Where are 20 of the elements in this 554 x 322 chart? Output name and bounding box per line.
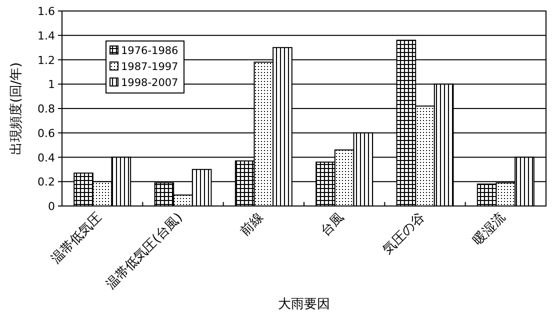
legend-label: 1976-1986 (121, 45, 179, 57)
y-tick-label: 1.6 (38, 5, 55, 18)
y-tick-label: 0.6 (38, 126, 55, 140)
y-tick-label: 1.2 (38, 54, 55, 67)
y-tick-label: 1.4 (38, 29, 55, 42)
x-tick-label: 気圧の谷 (380, 210, 428, 258)
y-tick-label: 0 (48, 200, 55, 213)
y-tick-label: 0.4 (38, 151, 55, 164)
x-tick-label: 前線 (238, 210, 266, 240)
x-tick-label: 暖湿流 (470, 210, 508, 248)
x-tick-label: 台風 (318, 210, 348, 240)
x-axis-title: 大雨要因 (278, 297, 330, 312)
y-tick-label: 0.2 (38, 176, 55, 189)
y-tick-label: 0.8 (38, 102, 55, 116)
legend-label: 1998-2007 (121, 77, 178, 89)
y-tick-label: 1 (48, 78, 55, 92)
legend-label: 1987-1997 (121, 61, 178, 73)
x-tick-label: 温帯低気圧 (48, 210, 106, 267)
x-tick-label: 温帯低気圧(台風) (104, 210, 186, 292)
y-axis-title: 出現頻度(回/年) (8, 62, 24, 155)
